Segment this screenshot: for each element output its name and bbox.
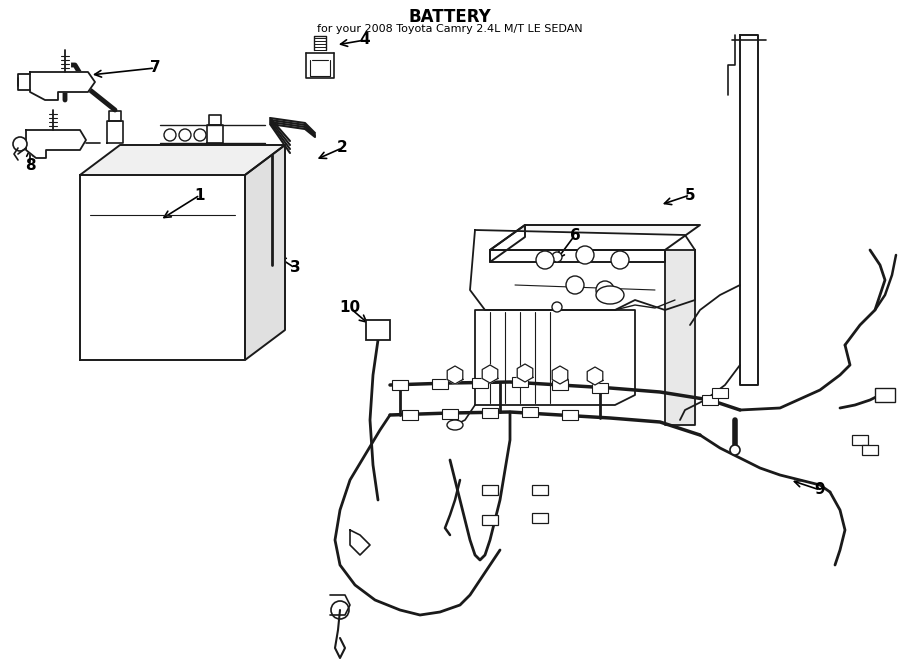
- Text: 4: 4: [360, 32, 370, 48]
- Bar: [402, 410, 418, 420]
- Polygon shape: [475, 310, 635, 405]
- Bar: [442, 409, 458, 419]
- Polygon shape: [665, 250, 695, 425]
- Polygon shape: [26, 130, 86, 158]
- Polygon shape: [518, 364, 533, 382]
- Bar: [366, 320, 390, 340]
- Bar: [482, 515, 498, 525]
- Text: 6: 6: [570, 227, 580, 243]
- Polygon shape: [740, 35, 758, 385]
- Bar: [552, 380, 568, 390]
- Circle shape: [730, 445, 740, 455]
- Circle shape: [13, 137, 27, 151]
- Circle shape: [331, 601, 349, 619]
- Ellipse shape: [596, 286, 624, 304]
- Circle shape: [552, 252, 562, 262]
- Bar: [512, 377, 528, 387]
- Text: 8: 8: [24, 157, 35, 173]
- Text: 5: 5: [685, 188, 696, 202]
- Text: 9: 9: [814, 483, 825, 498]
- Bar: [532, 513, 548, 523]
- Circle shape: [194, 129, 206, 141]
- Polygon shape: [490, 225, 700, 250]
- Bar: [472, 378, 488, 388]
- Circle shape: [596, 281, 614, 299]
- Bar: [592, 383, 608, 393]
- Polygon shape: [80, 175, 245, 360]
- Circle shape: [576, 246, 594, 264]
- Text: 10: 10: [339, 301, 361, 315]
- Bar: [392, 380, 408, 390]
- Polygon shape: [30, 72, 95, 100]
- Polygon shape: [490, 225, 525, 262]
- Polygon shape: [490, 250, 665, 262]
- Circle shape: [164, 129, 176, 141]
- Circle shape: [566, 276, 584, 294]
- Polygon shape: [553, 366, 568, 384]
- Circle shape: [536, 251, 554, 269]
- Text: BATTERY: BATTERY: [409, 8, 491, 26]
- Text: 2: 2: [337, 141, 347, 155]
- Bar: [712, 388, 728, 398]
- Bar: [852, 435, 868, 445]
- Polygon shape: [245, 145, 285, 360]
- Bar: [522, 407, 538, 417]
- Bar: [875, 388, 895, 402]
- Bar: [702, 395, 718, 405]
- Polygon shape: [470, 230, 695, 310]
- Bar: [532, 485, 548, 495]
- Bar: [562, 410, 578, 420]
- Polygon shape: [447, 366, 463, 384]
- Text: 7: 7: [149, 61, 160, 75]
- Circle shape: [552, 302, 562, 312]
- Polygon shape: [80, 145, 285, 175]
- Ellipse shape: [447, 420, 463, 430]
- Polygon shape: [587, 367, 603, 385]
- Text: 3: 3: [290, 260, 301, 276]
- Text: for your 2008 Toyota Camry 2.4L M/T LE SEDAN: for your 2008 Toyota Camry 2.4L M/T LE S…: [317, 24, 583, 34]
- Bar: [862, 445, 878, 455]
- Circle shape: [179, 129, 191, 141]
- Circle shape: [611, 251, 629, 269]
- Polygon shape: [482, 365, 498, 383]
- Bar: [482, 408, 498, 418]
- Text: 1: 1: [194, 188, 205, 202]
- Bar: [482, 485, 498, 495]
- Bar: [432, 379, 448, 389]
